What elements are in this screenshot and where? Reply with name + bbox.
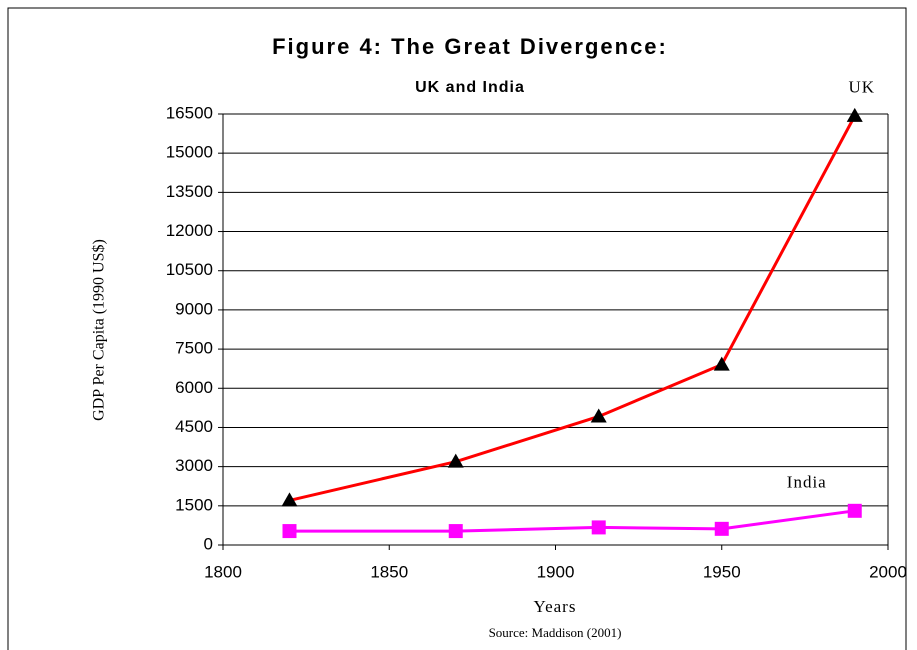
chart-subtitle: UK and India bbox=[415, 79, 525, 96]
x-tick-label: 1950 bbox=[703, 562, 741, 581]
x-tick-label: 2000 bbox=[869, 562, 907, 581]
marker bbox=[713, 356, 730, 371]
source-note: Source: Maddison (2001) bbox=[489, 625, 622, 640]
chart-title: Figure 4: The Great Divergence: bbox=[272, 34, 668, 59]
y-tick-label: 1500 bbox=[175, 495, 213, 514]
marker bbox=[846, 107, 863, 122]
y-tick-label: 0 bbox=[204, 534, 213, 553]
y-tick-label: 6000 bbox=[175, 378, 213, 397]
marker bbox=[282, 524, 297, 539]
chart-frame bbox=[7, 7, 907, 650]
marker bbox=[847, 503, 862, 518]
y-axis-label: GDP Per Capita (1990 US$) bbox=[91, 239, 108, 421]
marker bbox=[590, 408, 607, 423]
x-tick-label: 1800 bbox=[204, 562, 242, 581]
x-tick-label: 1850 bbox=[370, 562, 408, 581]
marker bbox=[281, 492, 298, 507]
x-tick-label: 1900 bbox=[537, 562, 575, 581]
y-tick-label: 7500 bbox=[175, 339, 213, 358]
y-tick-label: 9000 bbox=[175, 299, 213, 318]
y-tick-label: 13500 bbox=[166, 182, 213, 201]
marker bbox=[448, 524, 463, 539]
y-tick-label: 12000 bbox=[166, 221, 213, 240]
y-tick-label: 15000 bbox=[166, 143, 213, 162]
y-tick-label: 4500 bbox=[175, 417, 213, 436]
series-label: UK bbox=[848, 78, 875, 97]
x-axis-label: Years bbox=[534, 597, 577, 616]
marker bbox=[447, 453, 464, 468]
y-tick-label: 10500 bbox=[166, 260, 213, 279]
marker bbox=[714, 521, 729, 536]
y-tick-label: 3000 bbox=[175, 456, 213, 475]
y-tick-label: 16500 bbox=[166, 103, 213, 122]
series-label: India bbox=[787, 473, 827, 492]
marker bbox=[591, 520, 606, 535]
